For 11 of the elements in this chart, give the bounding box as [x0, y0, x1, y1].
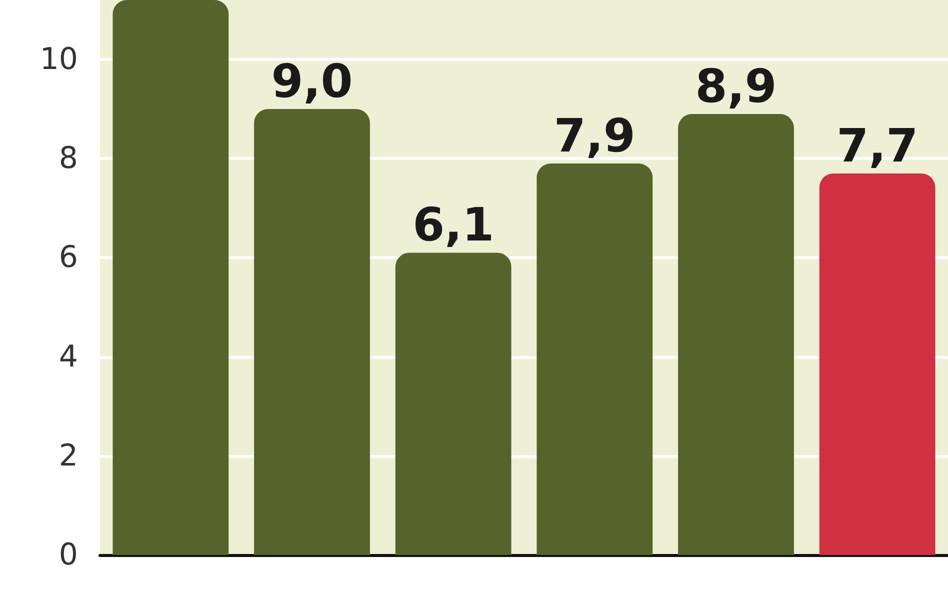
y-tick-label: 6: [58, 240, 78, 276]
data-label: 7,7: [836, 118, 918, 172]
y-tick-label: 0: [58, 538, 78, 572]
data-label: 7,9: [554, 108, 636, 163]
y-tick-label: 8: [58, 141, 78, 176]
y-tick-label: 2: [58, 438, 78, 474]
data-label: 6,1: [412, 198, 494, 252]
data-label: 9,0: [271, 54, 353, 108]
data-label: 8,9: [695, 58, 777, 113]
y-tick-label: 10: [40, 42, 78, 77]
y-tick-label: 4: [58, 339, 78, 374]
